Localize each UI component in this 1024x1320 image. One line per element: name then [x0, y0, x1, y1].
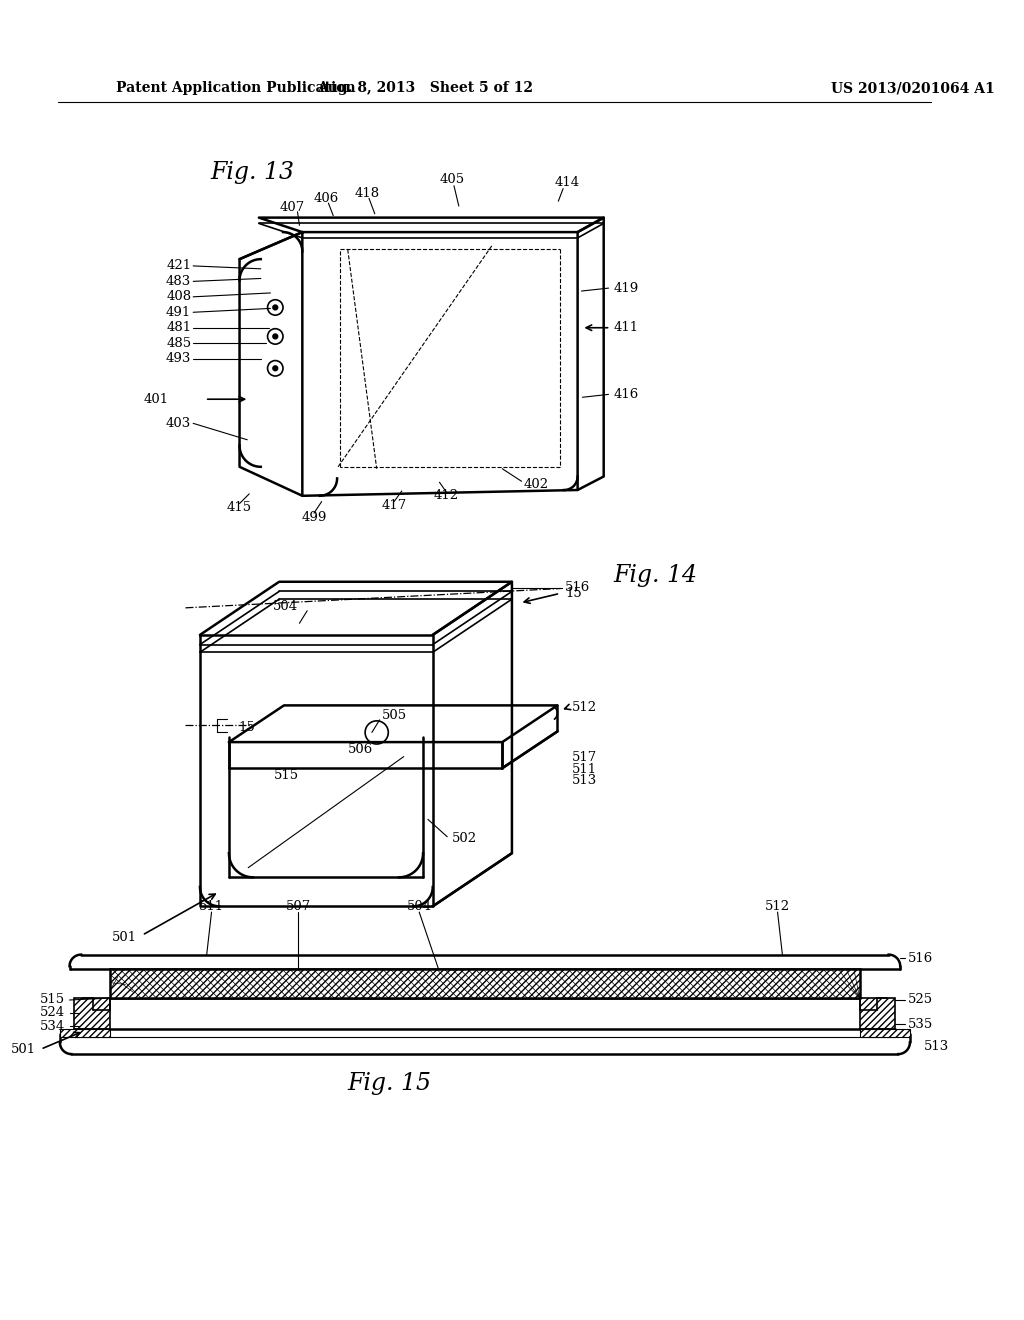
Text: 401: 401 [144, 393, 169, 405]
Text: 506: 506 [348, 743, 373, 756]
Text: 419: 419 [613, 281, 639, 294]
Text: 513: 513 [925, 1040, 949, 1053]
Text: 403: 403 [166, 417, 191, 430]
Text: 416: 416 [613, 388, 639, 401]
Circle shape [272, 305, 278, 310]
Text: 483: 483 [166, 275, 191, 288]
Text: 493: 493 [166, 352, 191, 366]
Text: 417: 417 [382, 499, 407, 512]
Text: Aug. 8, 2013   Sheet 5 of 12: Aug. 8, 2013 Sheet 5 of 12 [317, 82, 534, 95]
Text: 485: 485 [166, 337, 191, 350]
Text: 406: 406 [313, 191, 339, 205]
Text: Fig. 13: Fig. 13 [211, 161, 295, 183]
Circle shape [272, 366, 278, 371]
Bar [111, 969, 860, 998]
Text: 15: 15 [239, 721, 255, 734]
Bar [75, 998, 111, 1030]
Bar [860, 998, 895, 1030]
Text: US 2013/0201064 A1: US 2013/0201064 A1 [830, 82, 994, 95]
Text: 501: 501 [112, 931, 137, 944]
Text: 524: 524 [40, 1006, 65, 1019]
Text: 418: 418 [354, 187, 380, 199]
Bar [59, 1030, 111, 1036]
Bar [111, 969, 860, 998]
Text: 414: 414 [554, 177, 580, 189]
Text: 525: 525 [908, 994, 933, 1006]
Text: 411: 411 [613, 321, 639, 334]
Text: 502: 502 [452, 832, 477, 845]
Text: 15: 15 [565, 587, 582, 599]
Text: 507: 507 [286, 900, 311, 913]
Text: 499: 499 [301, 511, 327, 524]
Text: Fig. 15: Fig. 15 [348, 1072, 432, 1094]
Text: 415: 415 [227, 500, 252, 513]
Text: 505: 505 [382, 709, 407, 722]
Text: 517: 517 [571, 751, 597, 764]
Text: 504: 504 [272, 601, 298, 614]
Text: 515: 515 [40, 994, 65, 1006]
Text: 516: 516 [908, 952, 933, 965]
Text: 516: 516 [565, 581, 590, 594]
Text: Patent Application Publication: Patent Application Publication [116, 82, 355, 95]
Text: 511: 511 [199, 900, 224, 913]
Text: 535: 535 [908, 1018, 933, 1031]
Text: 513: 513 [571, 775, 597, 787]
Text: 421: 421 [166, 260, 191, 272]
Bar [860, 1030, 910, 1036]
Text: 407: 407 [280, 202, 304, 214]
Text: 405: 405 [439, 173, 465, 186]
Text: Fig. 14: Fig. 14 [613, 564, 697, 586]
Text: 515: 515 [274, 770, 299, 783]
Text: 534: 534 [40, 1019, 65, 1032]
Text: 504: 504 [407, 900, 432, 913]
Text: 501: 501 [10, 1043, 36, 1056]
Text: 402: 402 [523, 478, 549, 491]
Text: 481: 481 [166, 321, 191, 334]
Text: 512: 512 [765, 900, 791, 913]
Text: 408: 408 [166, 290, 191, 304]
Text: 511: 511 [571, 763, 597, 776]
Circle shape [272, 334, 278, 339]
Text: 491: 491 [166, 306, 191, 318]
Text: 512: 512 [571, 701, 597, 714]
Text: 412: 412 [434, 490, 459, 503]
